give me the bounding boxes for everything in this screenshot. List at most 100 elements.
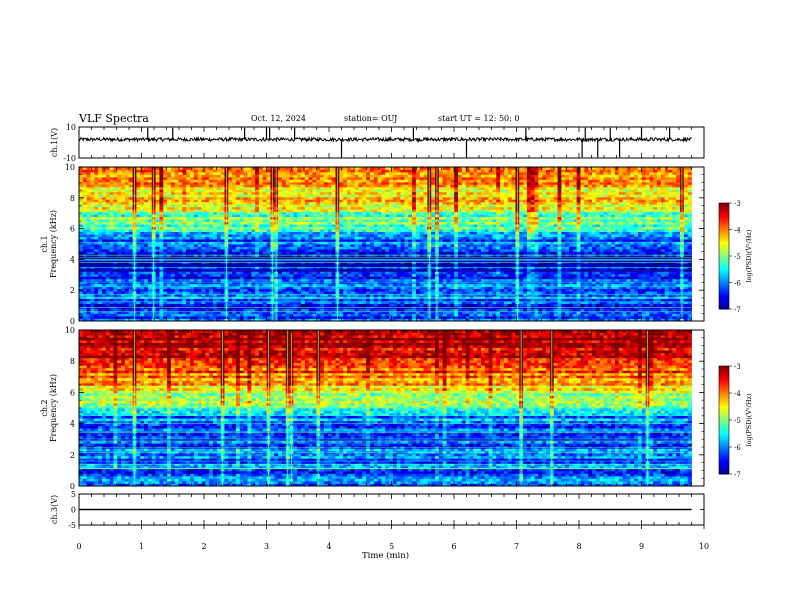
spectrogram-cell: [611, 316, 615, 319]
spectrogram-cell: [580, 311, 584, 314]
spectrogram-cell: [569, 304, 573, 307]
spectrogram-cell: [385, 309, 389, 312]
spectrogram-cell: [672, 311, 676, 314]
spectrogram-cell: [492, 304, 496, 307]
spectrogram-cell: [282, 311, 286, 314]
spectrogram-cell: [688, 304, 692, 307]
spectrogram-cell: [102, 311, 106, 314]
spectrogram-cell: [646, 299, 650, 302]
spectrogram-cell: [129, 309, 133, 312]
spectrogram-cell: [500, 314, 504, 317]
spectrogram-cell: [443, 314, 447, 317]
spectrogram-cell: [404, 311, 408, 314]
spectrogram-cell: [412, 304, 416, 307]
spectrogram-cell: [125, 311, 129, 314]
spectrogram-cell: [657, 299, 661, 302]
spectrogram-cell: [244, 301, 248, 304]
spectrogram-cell: [489, 309, 493, 312]
spectrogram-cell: [362, 304, 366, 307]
spectrogram-cell: [190, 304, 194, 307]
spectrogram-cell: [665, 304, 669, 307]
spectrogram-cell: [431, 314, 435, 317]
spectrogram-cell: [290, 314, 294, 317]
spectrogram-cell: [558, 301, 562, 304]
spectrogram-cell: [251, 299, 255, 302]
spectrogram-cell: [592, 314, 596, 317]
spectrogram-cell: [328, 314, 332, 317]
spectrogram-cell: [584, 309, 588, 312]
spectrogram-cell: [558, 314, 562, 317]
spectrogram-cell: [462, 311, 466, 314]
spectrogram-cell: [255, 304, 259, 307]
spectrogram-cell: [106, 309, 110, 312]
spectrogram-cell: [205, 311, 209, 314]
spectrogram-cell: [309, 299, 313, 302]
spectrogram-cell: [634, 316, 638, 319]
spectrogram-cell: [619, 314, 623, 317]
spectrogram-cell: [217, 309, 221, 312]
spectrogram-cell: [136, 299, 140, 302]
spectrogram-cell: [301, 316, 305, 319]
spectrogram-cell: [186, 304, 190, 307]
spectrogram-cell: [205, 299, 209, 302]
spectrogram-cell: [527, 311, 531, 314]
spectrogram-cell: [385, 314, 389, 317]
spectrogram-cell: [424, 309, 428, 312]
spectrogram-cell: [523, 316, 527, 319]
spectrogram-cell: [347, 304, 351, 307]
spectrogram-cell: [175, 311, 179, 314]
spectrogram-cell: [370, 316, 374, 319]
spectrogram-cell: [454, 309, 458, 312]
spectrogram-cell: [332, 309, 336, 312]
spectrogram-cell: [290, 304, 294, 307]
spectrogram-cell: [600, 301, 604, 304]
spectrogram-cell: [362, 299, 366, 302]
spectrogram-cell: [156, 304, 160, 307]
spectrogram-cell: [355, 311, 359, 314]
spectrogram-cell: [374, 309, 378, 312]
spectrogram-cell: [282, 309, 286, 312]
spectrogram-cell: [121, 299, 125, 302]
spectrogram-cell: [684, 314, 688, 317]
spectrogram-cell: [393, 311, 397, 314]
spectrogram-cell: [630, 311, 634, 314]
spectrogram-cell: [305, 309, 309, 312]
spectrogram-cell: [672, 301, 676, 304]
spectrogram-cell: [412, 299, 416, 302]
spectrogram-cell: [489, 299, 493, 302]
spectrogram-cell: [205, 301, 209, 304]
spectrogram-cell: [87, 304, 91, 307]
spectrogram-cell: [638, 301, 642, 304]
spectrogram-cell: [374, 304, 378, 307]
spectrogram-cell: [140, 316, 144, 319]
spectrogram-cell: [527, 299, 531, 302]
spectrogram-cell: [535, 314, 539, 317]
spectrogram-cell: [179, 314, 183, 317]
spectrogram-cell: [167, 299, 171, 302]
spectrogram-cell: [79, 301, 83, 304]
spectrogram-cell: [504, 309, 508, 312]
spectrogram-cell: [676, 304, 680, 307]
spectrogram-cell: [657, 314, 661, 317]
spectrogram-cell: [447, 316, 451, 319]
spectrogram-cell: [316, 309, 320, 312]
spectrogram-cell: [672, 304, 676, 307]
spectrogram-cell: [630, 314, 634, 317]
spectrogram-cell: [684, 299, 688, 302]
spectrogram-cell: [393, 316, 397, 319]
spectrogram-cell: [339, 311, 343, 314]
spectrogram-cell: [98, 311, 102, 314]
spectrogram-cell: [439, 299, 443, 302]
spectrogram-cell: [385, 311, 389, 314]
spectrogram-cell: [665, 301, 669, 304]
spectrogram-cell: [247, 314, 251, 317]
spectrogram-cell: [657, 316, 661, 319]
spectrogram-cell: [684, 316, 688, 319]
spectrogram-cell: [523, 311, 527, 314]
spectrogram-cell: [573, 309, 577, 312]
spectrogram-cell: [496, 309, 500, 312]
spectrogram-cell: [649, 316, 653, 319]
spectrogram-cell: [558, 299, 562, 302]
spectrogram-cell: [454, 316, 458, 319]
spectrogram-cell: [251, 304, 255, 307]
